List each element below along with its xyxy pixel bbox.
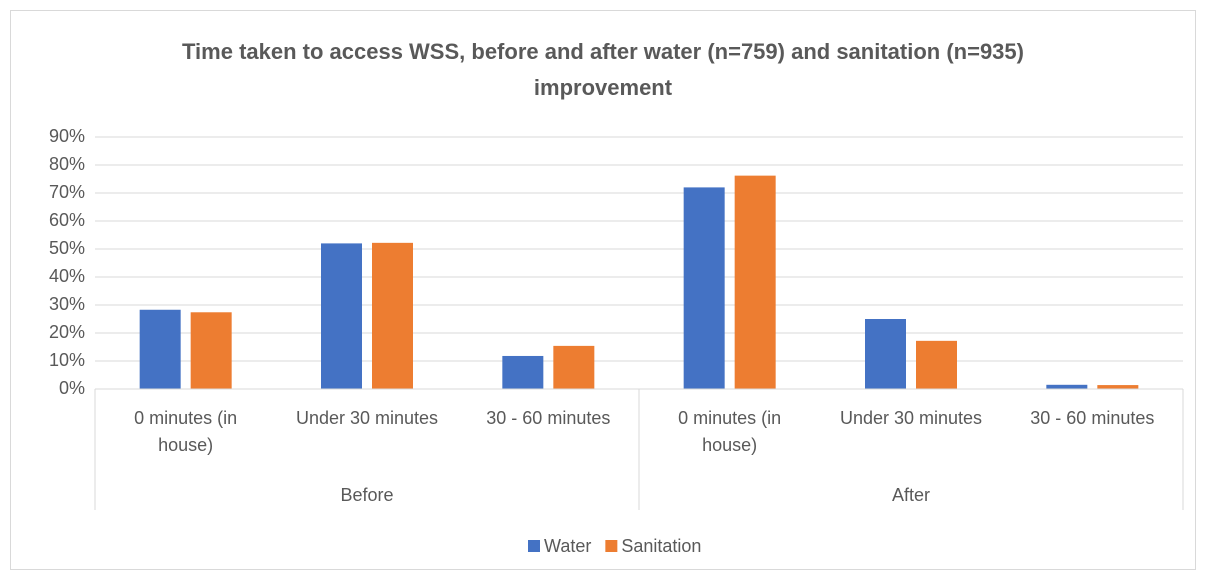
y-tick-label: 80% xyxy=(49,154,85,174)
y-tick-label: 30% xyxy=(49,294,85,314)
x-tick-label: Under 30 minutes xyxy=(839,408,983,428)
bar xyxy=(502,355,544,389)
y-tick-label: 10% xyxy=(49,350,85,370)
bar xyxy=(734,175,776,389)
x-tick-label: 30 - 60 minutes xyxy=(1030,408,1155,428)
bar xyxy=(683,187,725,389)
x-tick-label: 0 minutes (in house) xyxy=(134,408,238,455)
x-tick-label: 0 minutes (in house) xyxy=(678,408,782,455)
y-tick-label: 50% xyxy=(49,238,85,258)
legend-label: Water xyxy=(544,536,591,556)
y-tick-label: 40% xyxy=(49,266,85,286)
legend-swatch xyxy=(528,540,540,552)
group-label: Before xyxy=(340,485,393,505)
bar xyxy=(916,340,957,389)
y-tick-label: 70% xyxy=(49,182,85,202)
y-tick-label: 90% xyxy=(49,126,85,146)
bar xyxy=(865,319,906,389)
bar xyxy=(553,345,595,389)
group-label: After xyxy=(892,485,930,505)
x-tick-label: 30 - 60 minutes xyxy=(486,408,611,428)
chart-title: Time taken to access WSS, before and aft… xyxy=(182,39,1024,100)
bar xyxy=(190,312,232,389)
legend-label: Sanitation xyxy=(621,536,701,556)
legend-swatch xyxy=(605,540,618,552)
chart-border xyxy=(10,10,1196,570)
bar xyxy=(1097,385,1139,389)
bar xyxy=(1046,384,1088,389)
bar xyxy=(372,242,413,389)
bar xyxy=(321,243,362,389)
bar xyxy=(139,309,181,389)
y-tick-label: 60% xyxy=(49,210,85,230)
y-tick-label: 0% xyxy=(59,378,85,398)
y-tick-label: 20% xyxy=(49,322,85,342)
x-tick-label: Under 30 minutes xyxy=(295,408,439,428)
